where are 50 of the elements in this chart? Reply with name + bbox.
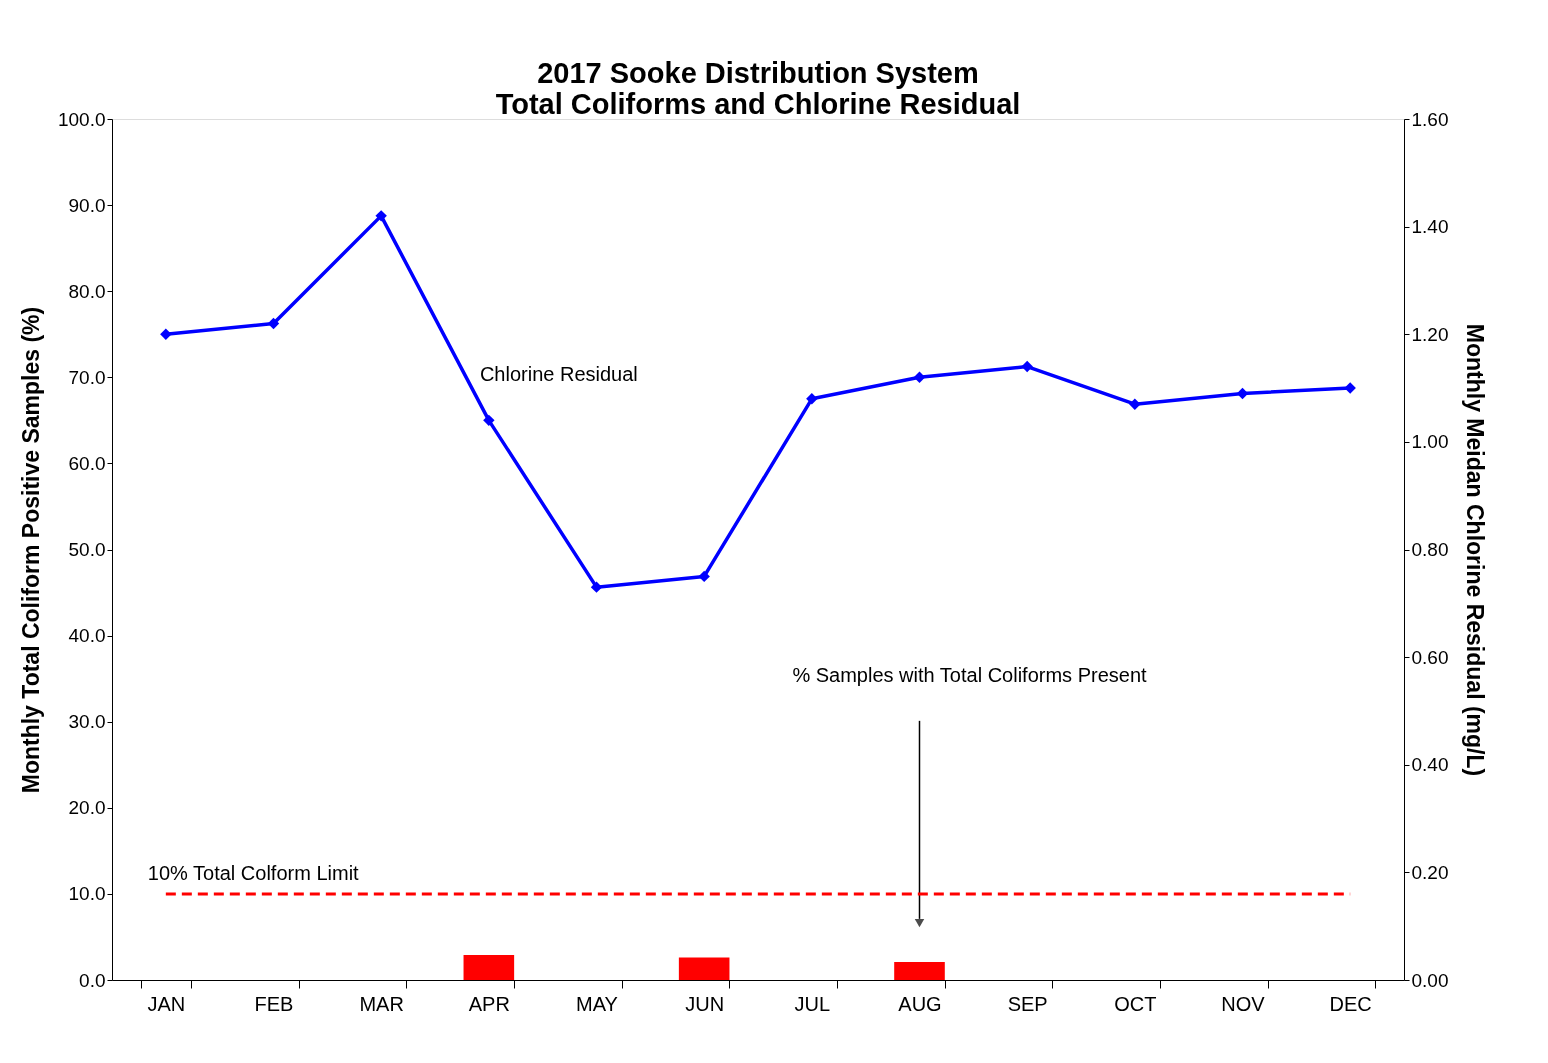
y2-tick-label: 0.00	[1411, 969, 1449, 991]
text: 2017 Sooke Distribution System	[537, 57, 979, 89]
y2-tick-label: 0.80	[1411, 539, 1449, 560]
series-label: Chlorine Residual	[479, 363, 638, 386]
y2-tick-label: 1.20	[1411, 323, 1449, 345]
y2-tick-label: 0.40	[1411, 754, 1449, 776]
y-tick-label: 100.0	[57, 108, 106, 130]
point	[698, 570, 710, 583]
y-axis-title: Monthly Total Coliform Positive Samples (%)	[17, 306, 44, 794]
point	[806, 393, 818, 405]
x-tick-label: OCT	[1114, 992, 1157, 1015]
x-tick-label: FEB	[254, 992, 294, 1015]
x-tick-label: SEP	[1007, 992, 1048, 1015]
y2-axis-title: Monthly Meidan Chlorine Residual (mg/L)	[1462, 323, 1489, 777]
y-tick-label: 50.0	[68, 539, 106, 560]
point	[160, 328, 172, 340]
x-tick-label: DEC	[1329, 992, 1372, 1015]
y-tick-label: 30.0	[68, 711, 106, 733]
y2-tick-label: 1.40	[1411, 216, 1449, 238]
y-tick-label: 70.0	[68, 366, 106, 388]
point	[483, 414, 495, 427]
y-tick-label: 20.0	[68, 797, 106, 819]
y-tick-label: 10.0	[68, 883, 106, 905]
y-tick-label: 0.0	[79, 969, 106, 991]
x-tick-label: JUL	[794, 992, 831, 1015]
point	[375, 210, 387, 222]
y2-tick-label: 0.60	[1411, 646, 1449, 668]
annotation: % Samples with Total Coliforms Present	[792, 664, 1148, 687]
point	[913, 371, 926, 383]
ref-line-label: 10% Total Colform Limit	[147, 861, 360, 884]
x-tick-label: JUN	[685, 992, 725, 1015]
x-tick-label: JAN	[147, 992, 186, 1015]
point	[267, 317, 280, 330]
y-tick-label: 90.0	[68, 194, 106, 216]
y-tick-label: 80.0	[68, 280, 106, 302]
point	[1129, 398, 1141, 410]
point	[590, 581, 603, 593]
x-tick-label: APR	[468, 992, 510, 1015]
y-tick-label: 60.0	[68, 452, 106, 474]
x-tick-label: NOV	[1221, 992, 1266, 1015]
y-tick-label: 40.0	[68, 625, 106, 647]
y2-tick-label: 1.00	[1411, 431, 1449, 453]
text: Total Coliforms and Chlorine Residual	[495, 88, 1021, 120]
point	[1021, 360, 1033, 373]
point	[1344, 382, 1356, 394]
y2-tick-label: 1.60	[1411, 108, 1449, 130]
x-tick-label: MAY	[576, 992, 618, 1015]
x-tick-label: AUG	[898, 992, 942, 1015]
y2-tick-label: 0.20	[1411, 861, 1449, 883]
x-tick-label: MAR	[359, 992, 404, 1015]
